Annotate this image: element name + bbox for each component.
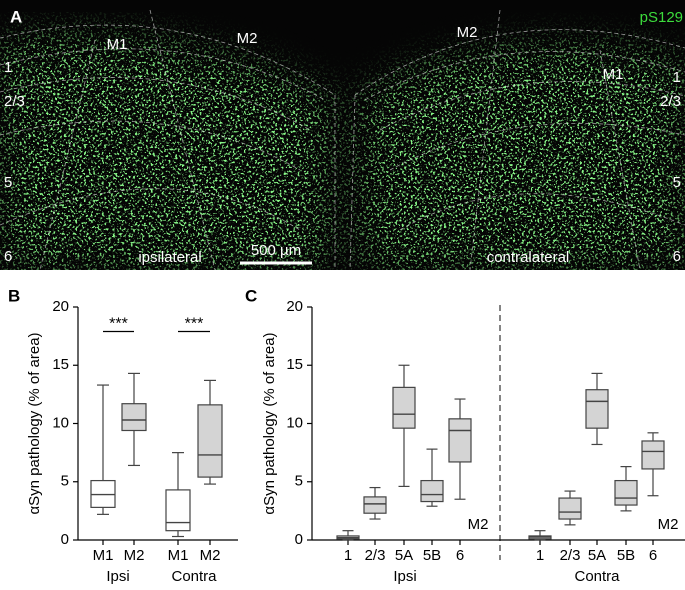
layer-label: 6 xyxy=(673,248,681,265)
group-label: Ipsi xyxy=(393,568,416,585)
panel-note: M2 xyxy=(468,516,489,533)
layer-label: 5 xyxy=(4,174,12,191)
layer-label: 2/3 xyxy=(4,93,25,110)
y-tick-label: 10 xyxy=(52,414,69,431)
side-label: ipsilateral xyxy=(138,249,201,266)
box xyxy=(121,403,147,432)
y-axis-label: αSyn pathology (% of area) xyxy=(261,332,278,514)
box xyxy=(448,418,472,463)
x-tick-label: 2/3 xyxy=(365,547,386,564)
region-label: M2 xyxy=(457,24,478,41)
panel-label: A xyxy=(10,7,22,26)
y-tick-label: 10 xyxy=(286,414,303,431)
y-tick-label: 0 xyxy=(61,531,69,548)
x-tick-label: 5A xyxy=(588,547,606,564)
x-tick-label: M2 xyxy=(124,547,145,564)
x-tick-label: 5B xyxy=(423,547,441,564)
group-label: Ipsi xyxy=(106,568,129,585)
y-axis-label: αSyn pathology (% of area) xyxy=(26,332,43,514)
box xyxy=(420,479,444,503)
significance-label: *** xyxy=(109,316,128,333)
y-tick-label: 15 xyxy=(286,356,303,373)
panel-label: B xyxy=(8,286,20,305)
region-label: M1 xyxy=(107,36,128,53)
region-outlines xyxy=(0,9,685,271)
box xyxy=(363,496,387,514)
box xyxy=(558,497,582,520)
panel-a-image xyxy=(0,0,685,271)
layer-label: 2/3 xyxy=(660,93,681,110)
y-tick-label: 5 xyxy=(61,473,69,490)
x-tick-label: 6 xyxy=(456,547,464,564)
panel-note: M2 xyxy=(658,516,679,533)
y-tick-label: 20 xyxy=(286,298,303,315)
x-tick-label: 1 xyxy=(344,547,352,564)
y-tick-label: 0 xyxy=(295,531,303,548)
box xyxy=(614,479,638,506)
significance-label: *** xyxy=(185,316,204,333)
x-tick-label: 5A xyxy=(395,547,413,564)
y-tick-label: 20 xyxy=(52,298,69,315)
panel-label: C xyxy=(245,286,257,305)
layer-label: 1 xyxy=(673,69,681,86)
region-label: M1 xyxy=(603,66,624,83)
box xyxy=(165,489,191,532)
stain-label: pS129 xyxy=(640,9,683,26)
scale-bar-label: 500 µm xyxy=(251,242,301,259)
y-tick-label: 15 xyxy=(52,356,69,373)
group-label: Contra xyxy=(574,568,620,585)
box xyxy=(641,440,665,470)
x-tick-label: 6 xyxy=(649,547,657,564)
region-label: M2 xyxy=(237,30,258,47)
layer-label: 6 xyxy=(4,248,12,265)
box xyxy=(585,389,609,429)
stain-texture xyxy=(0,0,685,270)
y-tick-label: 5 xyxy=(295,473,303,490)
x-tick-label: M1 xyxy=(93,547,114,564)
layer-label: 5 xyxy=(673,174,681,191)
side-label: contralateral xyxy=(487,249,570,266)
x-tick-label: M1 xyxy=(168,547,189,564)
group-label: Contra xyxy=(171,568,217,585)
x-tick-label: 5B xyxy=(617,547,635,564)
box xyxy=(197,404,223,478)
x-tick-label: 2/3 xyxy=(560,547,581,564)
box xyxy=(392,386,416,429)
x-tick-label: 1 xyxy=(536,547,544,564)
x-tick-label: M2 xyxy=(200,547,221,564)
layer-label: 1 xyxy=(4,59,12,76)
